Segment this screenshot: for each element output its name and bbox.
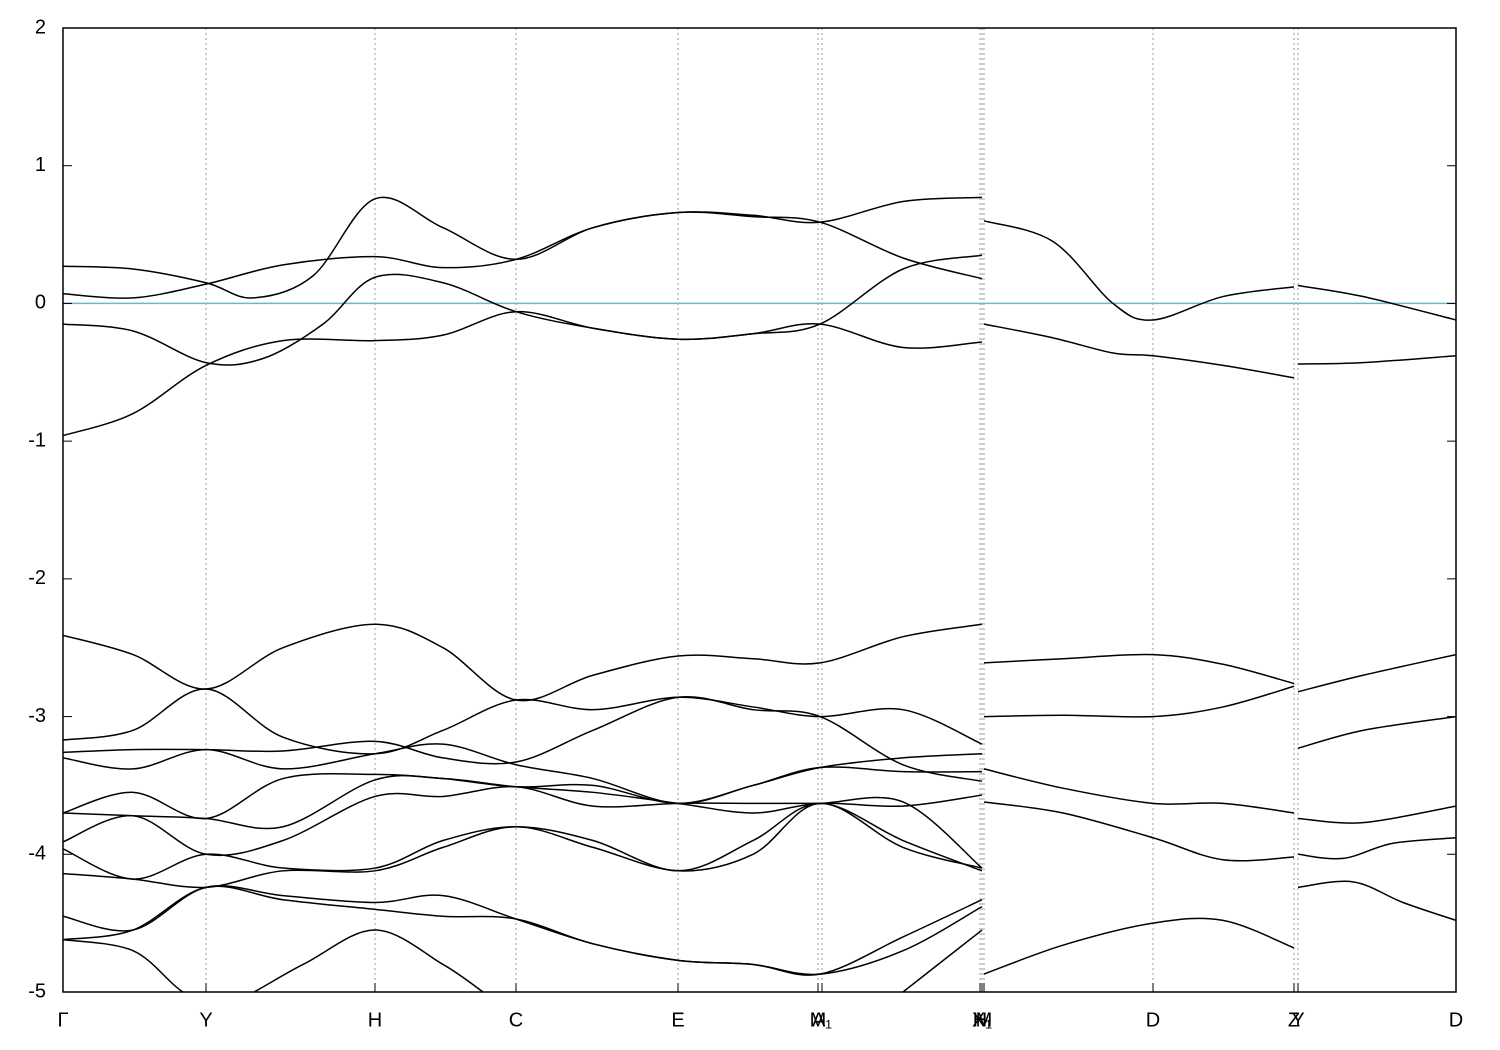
x-tick-label: Z	[1288, 1009, 1300, 1031]
grid-layer	[62, 28, 1457, 992]
bands-layer	[63, 196, 1456, 992]
x-tick-label: Γ	[57, 1009, 68, 1031]
x-tick-label: M	[976, 1009, 993, 1031]
y-tick-label: -4	[28, 843, 46, 865]
band-line	[1297, 355, 1456, 365]
band-line	[983, 220, 1295, 321]
y-tick-label: -5	[28, 980, 46, 1002]
band-line	[63, 688, 983, 755]
band-line	[983, 653, 1295, 685]
x-tick-label: M	[810, 1009, 827, 1031]
x-tick-label: X₁	[972, 1009, 992, 1031]
band-line	[63, 774, 983, 830]
band-line	[63, 211, 983, 299]
x-tick-label: D	[1449, 1009, 1463, 1031]
band-line	[1297, 653, 1456, 693]
x-tick-label: H	[368, 1009, 382, 1031]
x-tick-label: C	[509, 1009, 523, 1031]
y-tick-label: 1	[35, 154, 46, 176]
y-tick-label: 0	[35, 292, 46, 314]
band-line	[902, 929, 983, 992]
y-tick-label: 2	[35, 16, 46, 38]
band-line	[63, 196, 983, 299]
x-tick-label: Y	[199, 1009, 212, 1031]
x-tick-label: A₁	[812, 1009, 832, 1031]
y-tick-label: -2	[28, 567, 46, 589]
band-line	[63, 802, 983, 889]
band-line	[1297, 880, 1456, 922]
x-tick-label: H	[973, 1009, 987, 1031]
x-tick-label: D	[1146, 1009, 1160, 1031]
band-line	[63, 885, 983, 976]
band-line	[63, 695, 983, 783]
band-line	[983, 801, 1295, 862]
band-line	[1297, 805, 1456, 824]
band-line	[1297, 837, 1456, 860]
band-line	[983, 768, 1295, 814]
band-line	[983, 323, 1295, 379]
plot-frame	[62, 27, 1457, 993]
band-line	[63, 310, 983, 437]
band-line	[63, 929, 484, 992]
x-tick-label: Y	[1291, 1009, 1304, 1031]
band-line	[983, 685, 1295, 718]
y-tick-label: -1	[28, 429, 46, 451]
band-line	[63, 743, 983, 805]
band-line	[63, 885, 983, 976]
band-line	[63, 254, 983, 366]
band-line	[1297, 715, 1456, 749]
band-line	[983, 917, 1295, 975]
x-tick-label: E	[671, 1009, 684, 1031]
band-line	[63, 802, 983, 880]
band-line	[1297, 284, 1456, 321]
y-tick-label: -3	[28, 705, 46, 727]
